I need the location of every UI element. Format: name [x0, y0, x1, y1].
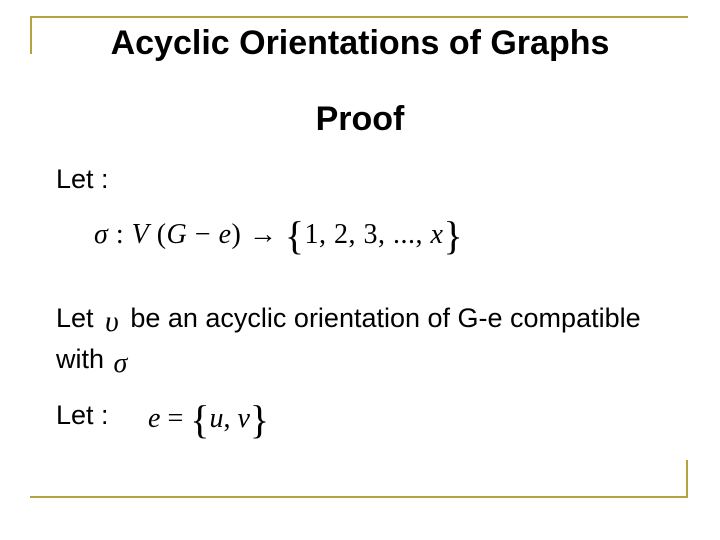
upsilon-symbol: υ — [101, 305, 123, 338]
e-symbol: e — [219, 219, 232, 250]
e-symbol-2: e — [148, 403, 160, 434]
slide-title: Acyclic Orientations of Graphs — [0, 24, 720, 63]
u-symbol: u — [209, 403, 223, 434]
comma: , — [223, 403, 230, 434]
formula-sigma-map: σ : V (G − e) → {1, 2, 3, ..., x} — [94, 206, 463, 253]
set-contents: 1, 2, 3, ..., — [305, 219, 431, 250]
let-sentence-2: Let υ be an acyclic orientation of G-e c… — [56, 296, 656, 380]
formula-edge-set: e = {u, v} — [148, 390, 269, 437]
minus: − — [195, 219, 211, 250]
slide: Acyclic Orientations of Graphs Proof Let… — [0, 0, 720, 540]
rbrace-2: } — [250, 397, 269, 442]
sigma-symbol: σ — [94, 219, 108, 250]
lbrace: { — [285, 213, 305, 258]
v-symbol: v — [237, 403, 249, 434]
frame-line-top — [30, 16, 688, 18]
colon: : — [116, 219, 124, 250]
let-label-1: Let : — [56, 164, 109, 195]
let-prefix: Let — [56, 303, 101, 333]
frame-line-bottom — [30, 496, 688, 498]
rparen: ) — [232, 219, 242, 250]
sigma-inline-symbol: σ — [112, 348, 130, 379]
x-symbol: x — [431, 219, 444, 250]
let-label-3: Let : — [56, 400, 109, 431]
lparen: ( — [157, 219, 167, 250]
arrow: → — [249, 219, 278, 250]
lbrace-2: { — [190, 397, 209, 442]
G-symbol: G — [167, 219, 188, 250]
let-mid: be an acyclic orientation of G-e compati… — [56, 303, 641, 374]
equals: = — [167, 403, 183, 434]
frame-line-right — [686, 460, 688, 498]
rbrace: } — [443, 213, 463, 258]
slide-subtitle: Proof — [0, 100, 720, 139]
V-symbol: V — [132, 219, 150, 250]
